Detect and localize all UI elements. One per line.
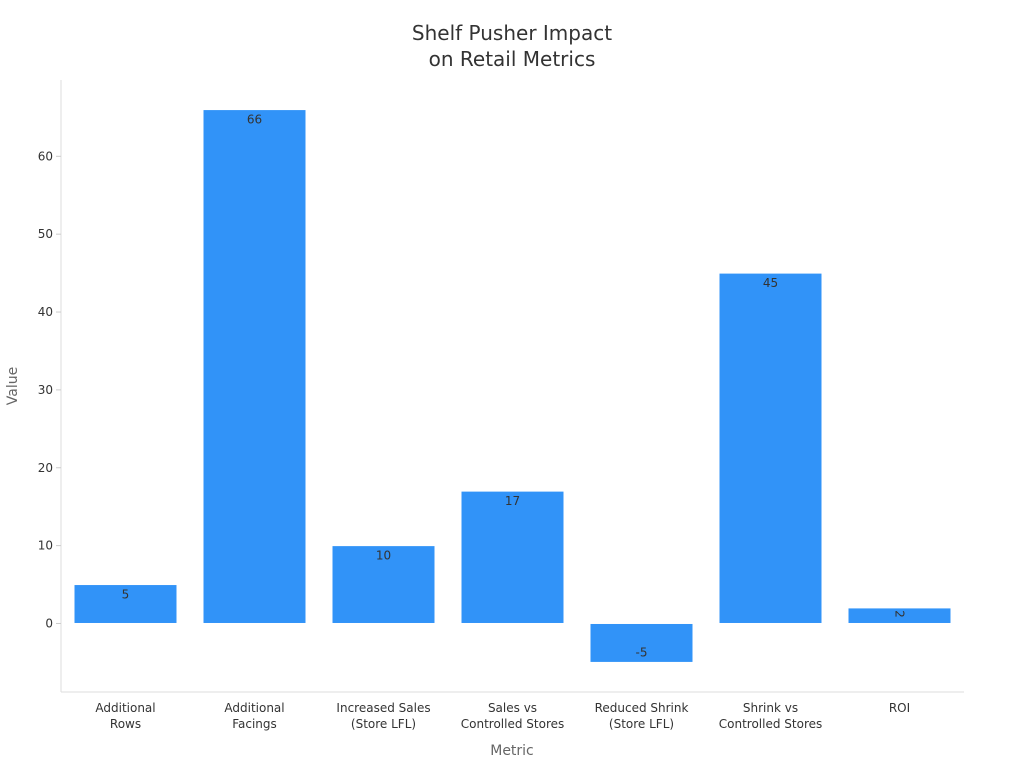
y-ticks-layer: 0 10 20 30 40 50 60 bbox=[38, 149, 61, 630]
bar-0 bbox=[73, 584, 178, 624]
y-tick-label-2: 20 bbox=[38, 461, 53, 475]
data-label-5: 45 bbox=[763, 276, 778, 290]
x-tick-label-4-0: Reduced Shrink bbox=[595, 701, 689, 715]
data-label-4: -5 bbox=[636, 645, 648, 659]
x-tick-label-3-1: Controlled Stores bbox=[461, 717, 565, 731]
y-axis-title: Value bbox=[5, 367, 21, 405]
x-tick-label-4-1: (Store LFL) bbox=[609, 717, 674, 731]
bar-2 bbox=[331, 545, 436, 624]
y-tick-label-1: 10 bbox=[38, 539, 53, 553]
x-tick-label-0-1: Rows bbox=[110, 717, 141, 731]
data-label-6: 2 bbox=[893, 610, 907, 618]
x-tick-label-6-0: ROI bbox=[889, 701, 910, 715]
x-tick-label-1-0: Additional bbox=[224, 701, 284, 715]
data-label-0: 5 bbox=[122, 588, 130, 602]
data-label-2: 10 bbox=[376, 549, 391, 563]
x-tick-label-0-0: Additional bbox=[95, 701, 155, 715]
bar-4 bbox=[589, 622, 694, 663]
bars-layer bbox=[73, 109, 952, 663]
x-tick-label-1-1: Facings bbox=[232, 717, 277, 731]
y-tick-label-0: 0 bbox=[45, 616, 53, 630]
x-tick-label-2-0: Increased Sales bbox=[336, 701, 430, 715]
data-label-3: 17 bbox=[505, 494, 520, 508]
x-tick-label-5-0: Shrink vs bbox=[743, 701, 798, 715]
data-labels-layer: 5 66 10 17 -5 45 2 bbox=[122, 113, 907, 660]
y-tick-label-6: 60 bbox=[38, 149, 53, 163]
bar-6 bbox=[847, 607, 952, 624]
bar-5 bbox=[718, 272, 823, 624]
bar-3 bbox=[460, 490, 565, 624]
x-tick-label-3-0: Sales vs bbox=[488, 701, 537, 715]
x-tick-label-2-1: (Store LFL) bbox=[351, 717, 416, 731]
data-label-1: 66 bbox=[247, 113, 262, 127]
y-tick-label-5: 50 bbox=[38, 227, 53, 241]
bar-1 bbox=[202, 109, 307, 624]
y-tick-label-4: 40 bbox=[38, 305, 53, 319]
x-axis-title: Metric bbox=[490, 743, 534, 759]
chart-title-line-1: Shelf Pusher Impact bbox=[411, 21, 613, 45]
x-tick-label-5-1: Controlled Stores bbox=[719, 717, 823, 731]
chart-title: Shelf Pusher Impact on Retail Metrics bbox=[0, 20, 1024, 72]
chart-title-line-2: on Retail Metrics bbox=[428, 47, 596, 71]
x-ticks-layer: Additional Rows Additional Facings Increased… bbox=[95, 701, 910, 731]
y-tick-label-3: 30 bbox=[38, 383, 53, 397]
